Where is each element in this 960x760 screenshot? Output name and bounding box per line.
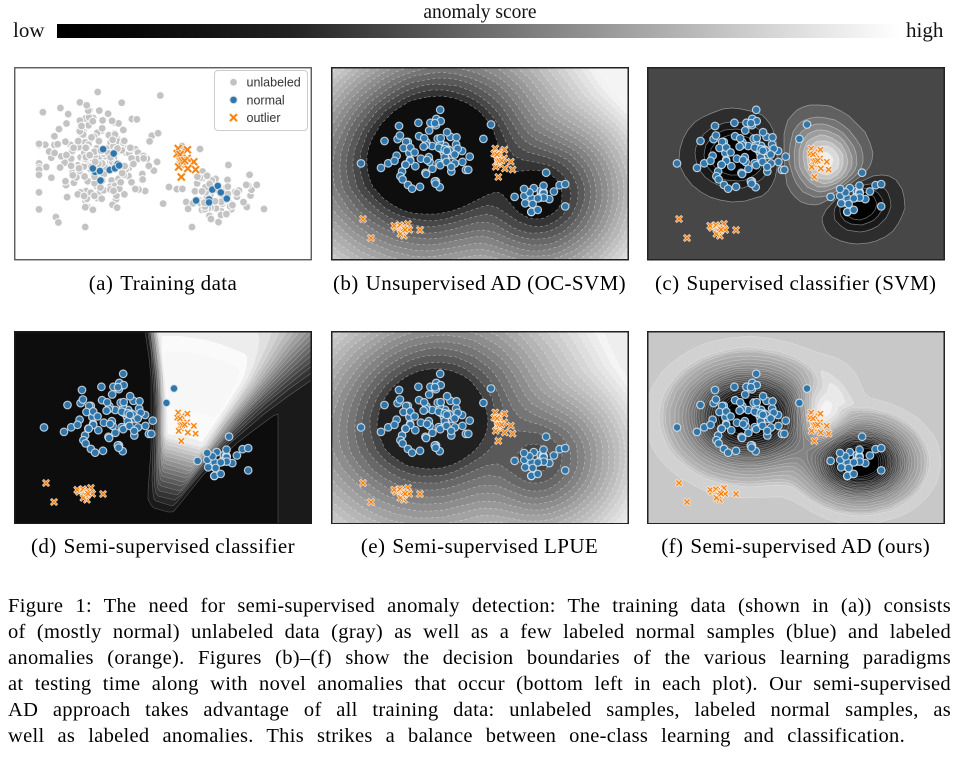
svg-text:normal: normal	[247, 93, 285, 107]
svg-text:outlier: outlier	[247, 111, 281, 125]
svg-text:unlabeled: unlabeled	[247, 76, 301, 90]
